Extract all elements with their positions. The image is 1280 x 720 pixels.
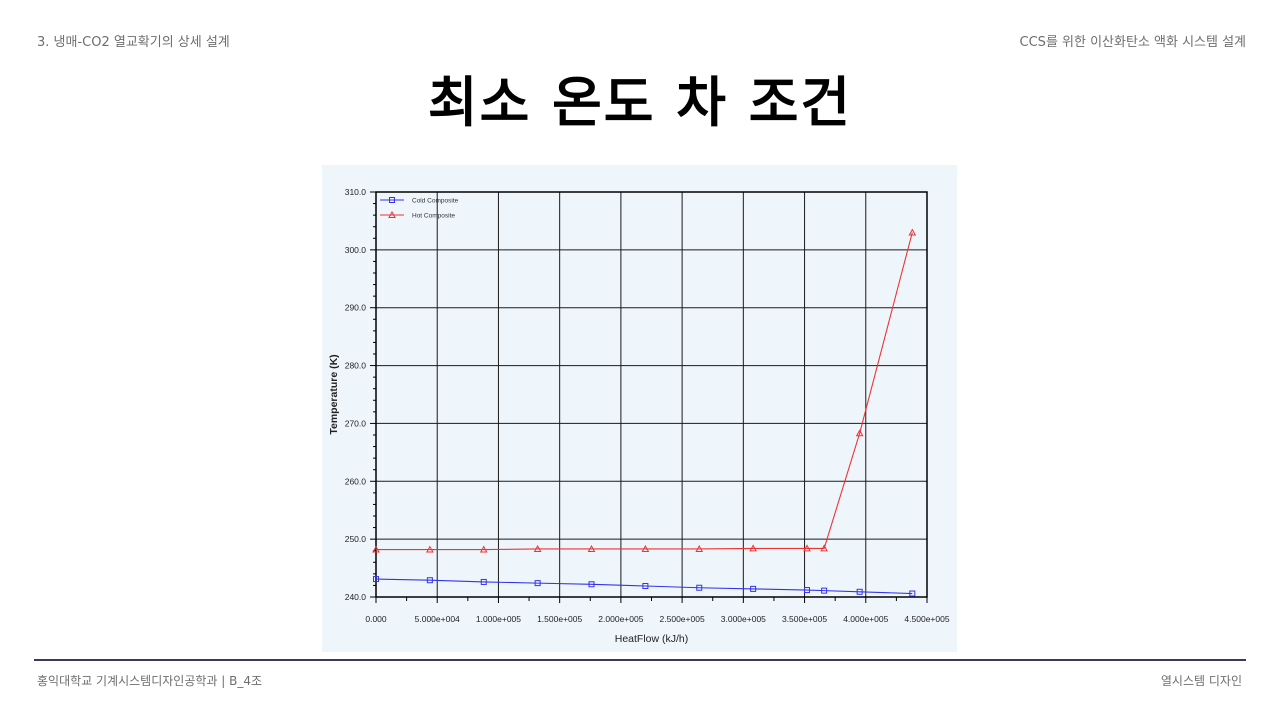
hot-composite-point (908, 228, 917, 236)
composite-curve-chart: 0.000 5.000e+004 1.000e+005 1.500e+005 2.000… (322, 165, 957, 652)
cold-composite-point (588, 581, 595, 588)
cold-composite-point (821, 587, 828, 594)
hot-composite-point (426, 545, 434, 553)
plot-area (376, 192, 927, 597)
x-tick-label: 1.000e+005 (476, 614, 521, 624)
hot-composite-point (855, 429, 864, 437)
y-axis-label: Temperature (K) (328, 354, 340, 434)
footer-divider (34, 659, 1246, 661)
hot-composite-point (820, 544, 828, 552)
hot-composite-point (803, 544, 811, 552)
x-tick-label: 2.000e+005 (598, 614, 643, 624)
hot-composite-point (641, 544, 650, 552)
x-tick-label: 5.000e+004 (415, 614, 460, 624)
cold-composite-point (696, 584, 703, 591)
y-tick-label: 240.0 (345, 592, 367, 602)
hot-composite-point (695, 544, 704, 552)
footer-affiliation: 홍익대학교 기계시스템디자인공학과 | B_4조 (37, 674, 263, 688)
cold-composite-point (389, 197, 395, 203)
x-tick-label: 3.500e+005 (782, 614, 827, 624)
cold-composite-point (750, 585, 757, 592)
cold-composite-point (426, 577, 433, 584)
hot-composite-point (533, 544, 542, 552)
hot-composite-point (749, 544, 757, 552)
hot-composite-point (587, 544, 596, 552)
chart-svg: 0.000 5.000e+004 1.000e+005 1.500e+005 2.000… (328, 187, 950, 645)
x-tick-label: 1.500e+005 (537, 614, 582, 624)
header-project-title: CCS를 위한 이산화탄소 액화 시스템 설계 (1019, 35, 1246, 50)
x-axis-label: HeatFlow (kJ/h) (615, 633, 689, 645)
x-tick-label: 4.500e+005 (904, 614, 949, 624)
cold-composite-point (373, 576, 379, 583)
cold-composite-line (375, 578, 913, 595)
footer-course: 열시스템 디자인 (1160, 674, 1242, 688)
y-tick-label: 270.0 (345, 418, 367, 428)
header-section-title: 3. 냉매-CO2 열교확기의 상세 설계 (37, 35, 230, 50)
y-tick-label: 250.0 (345, 534, 367, 544)
y-tick-label: 260.0 (345, 476, 367, 486)
x-tick-label: 4.000e+005 (843, 614, 888, 624)
slide-title: 최소 온도 차 조건 (427, 71, 853, 134)
cold-composite-point (480, 578, 487, 585)
hot-composite-line (376, 232, 913, 551)
x-tick-label: 0.000 (365, 614, 387, 624)
hot-composite-point (388, 210, 396, 218)
cold-composite-point (534, 580, 541, 587)
x-tick-label: 2.500e+005 (660, 614, 705, 624)
legend-label: Cold Composite (412, 198, 459, 205)
cold-composite-point (642, 583, 649, 590)
cold-composite-point (804, 587, 811, 594)
cold-composite-point (909, 590, 916, 597)
y-tick-label: 280.0 (345, 361, 367, 371)
x-tick-label: 3.000e+005 (721, 614, 766, 624)
y-tick-label: 310.0 (345, 187, 367, 197)
y-tick-label: 290.0 (345, 303, 367, 313)
y-tick-label: 300.0 (345, 245, 367, 255)
legend-label: Hot Composite (412, 213, 455, 220)
hot-composite-point (372, 545, 380, 553)
cold-composite-point (856, 588, 863, 595)
hot-composite-point (479, 545, 488, 553)
